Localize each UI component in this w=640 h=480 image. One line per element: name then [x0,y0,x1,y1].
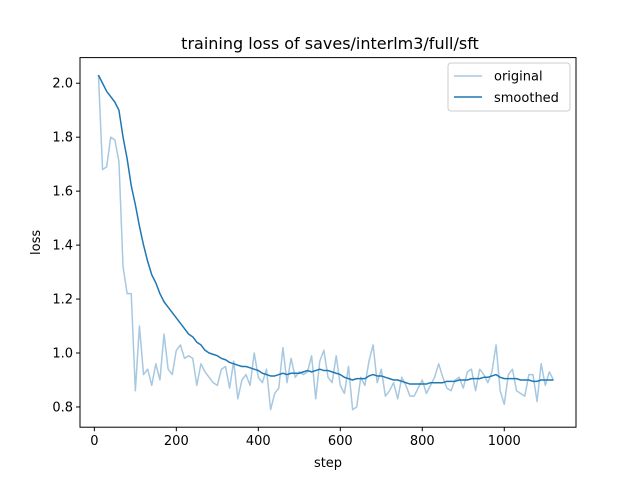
y-axis: 0.8 1.0 1.2 1.4 1.6 1.8 2.0 [52,77,80,415]
x-tick-label: 1000 [488,434,521,449]
y-tick-label: 2.0 [52,77,73,92]
series-line-smoothed [97,74,554,385]
legend-smoothed-label: smoothed [494,91,559,106]
series-layer [97,74,555,411]
chart-title: training loss of saves/interlm3/full/sft [181,34,479,53]
y-axis-label: loss [29,230,44,255]
series-line-original [97,75,555,411]
y-tick-label: 1.0 [52,347,73,362]
legend-original-label: original [494,70,543,85]
y-tick-label: 1.6 [52,185,73,200]
y-tick-label: 1.8 [52,131,73,146]
x-tick-label: 200 [164,434,189,449]
legend-box [447,62,571,112]
y-tick-label: 1.2 [52,293,73,308]
y-tick-label: 0.8 [52,400,73,415]
y-tick-label: 1.4 [52,239,73,254]
x-axis: 0 200 400 600 800 1000 [90,427,521,449]
x-tick-label: 0 [90,434,98,449]
x-tick-label: 600 [328,434,353,449]
x-axis-label: step [314,456,342,471]
legend: original smoothed [447,62,571,112]
x-tick-label: 800 [410,434,435,449]
x-tick-label: 400 [246,434,271,449]
plot-frame [79,57,577,428]
